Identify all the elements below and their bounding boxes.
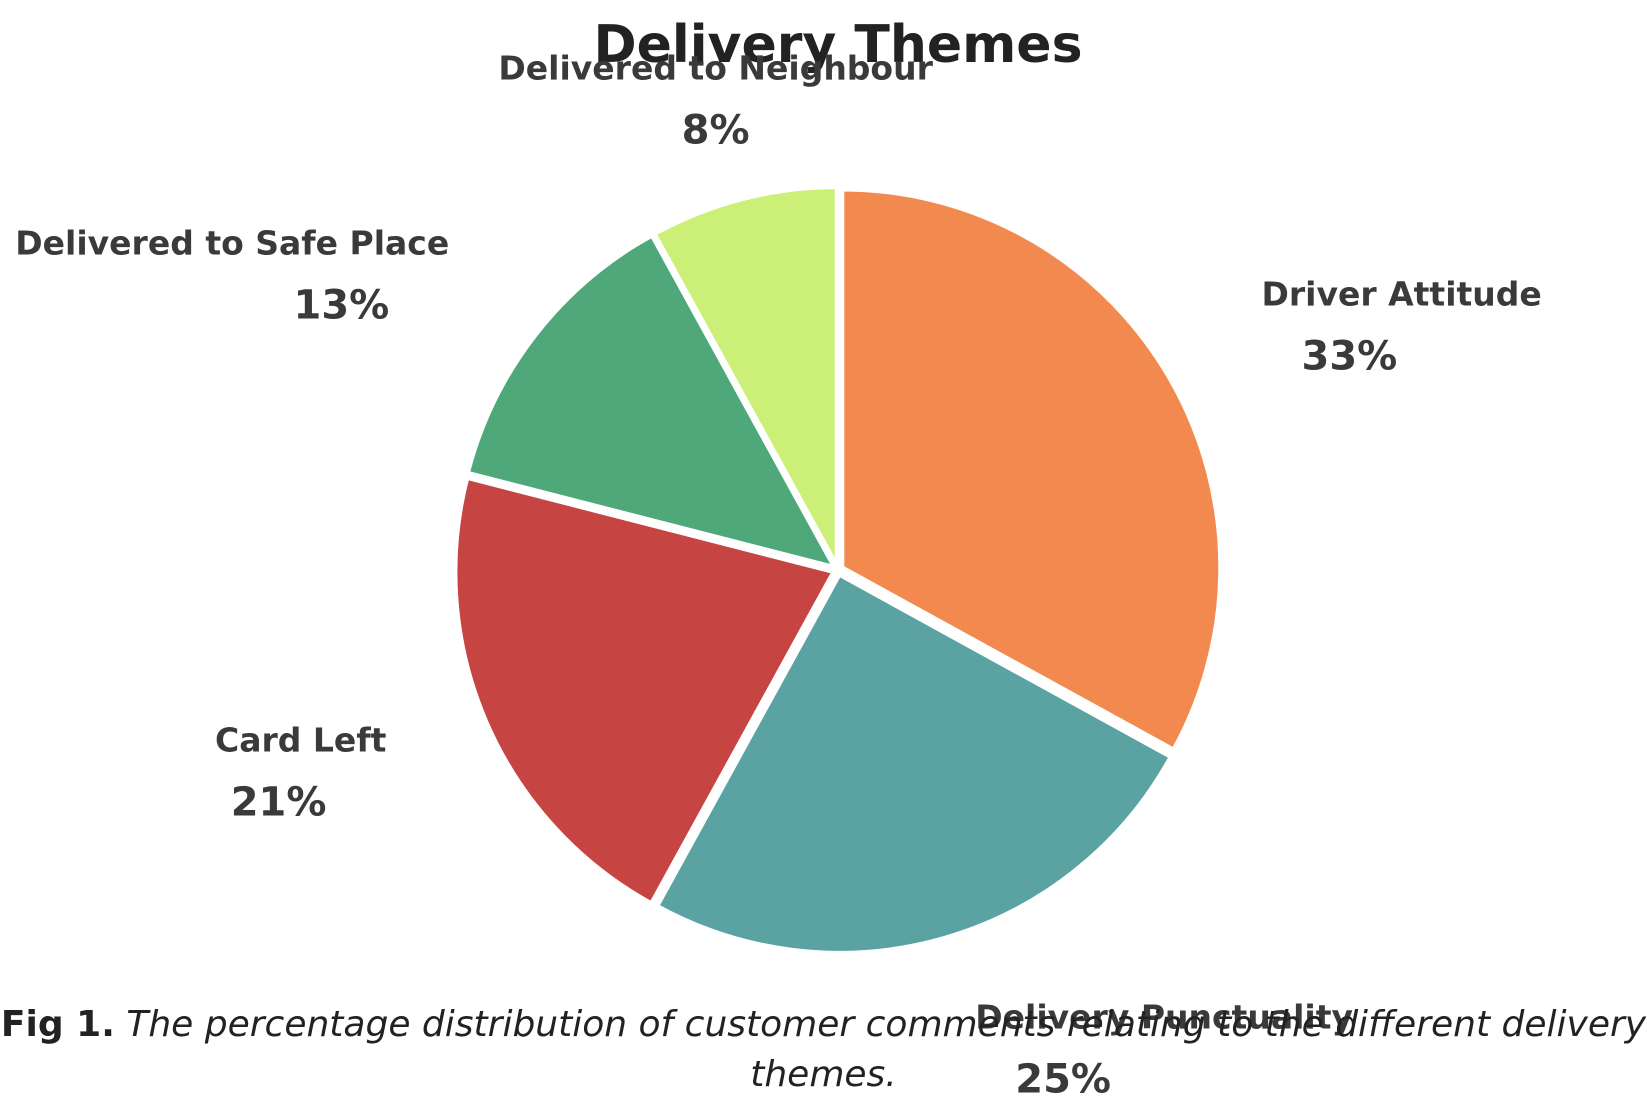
slice-label-delivered-to-neighbour: Delivered to Neighbour (498, 48, 933, 87)
pie-slice-driver-attitude (840, 187, 1223, 752)
slice-label-delivered-to-safe-place: Delivered to Safe Place (15, 223, 449, 262)
slice-label-delivery-punctuality: Delivery Punctuality (975, 997, 1353, 1036)
slice-value-card-left: 21% (231, 779, 327, 825)
pie-slice-delivered-to-neighbour (652, 185, 839, 568)
pie-slice-delivered-to-safe-place (465, 233, 837, 569)
slice-label-driver-attitude: Driver Attitude (1261, 275, 1541, 314)
pie-slices (453, 185, 1223, 955)
chart-title: Delivery Themes (593, 15, 1082, 75)
slice-value-delivered-to-safe-place: 13% (293, 282, 389, 328)
pie-slice-card-left (453, 475, 836, 906)
slice-value-driver-attitude: 33% (1301, 334, 1397, 380)
slice-value-delivered-to-neighbour: 8% (682, 107, 750, 153)
pie-labels: Driver Attitude 33% Delivery Punctuality 25… (15, 48, 1542, 1102)
figure-label: Fig 1. (0, 1004, 115, 1045)
pie-slice-delivery-punctuality (655, 572, 1173, 955)
figure-caption-text: The percentage distribution of customer … (126, 1004, 1647, 1095)
slice-value-delivery-punctuality: 25% (1015, 1056, 1111, 1102)
figure-caption: Fig 1. The percentage distribution of cu… (0, 1000, 1647, 1100)
slice-label-card-left: Card Left (215, 720, 387, 759)
